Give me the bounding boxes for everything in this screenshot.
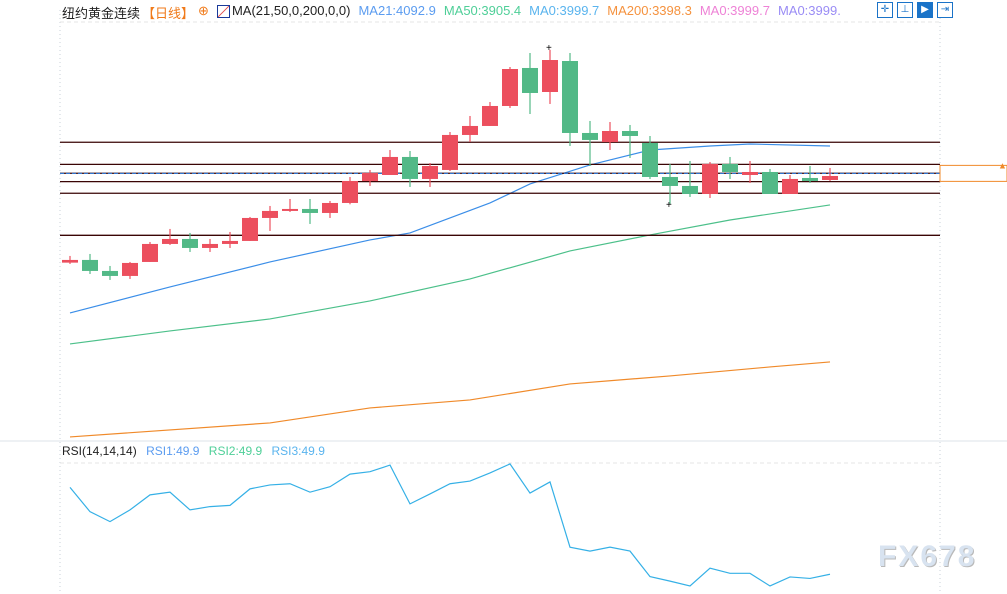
crosshair-icon[interactable]: ✛ bbox=[877, 2, 893, 18]
rsi-legend: RSI(14,14,14) RSI1:49.9 RSI2:49.9 RSI3:4… bbox=[62, 444, 331, 458]
candle-body bbox=[622, 130, 638, 136]
watermark-logo: FX678 bbox=[878, 540, 977, 573]
candle-body bbox=[762, 171, 778, 194]
candle-body bbox=[802, 177, 818, 181]
candle-body bbox=[202, 243, 218, 248]
indicator-icon[interactable] bbox=[216, 5, 230, 18]
candle-body bbox=[702, 163, 718, 194]
candle-body bbox=[222, 240, 238, 244]
ma21-value: MA21:4092.9 bbox=[358, 3, 436, 18]
candle-body bbox=[362, 172, 378, 181]
candle-body bbox=[162, 238, 178, 244]
candle-body bbox=[482, 105, 498, 126]
candle-body bbox=[142, 243, 158, 262]
candle-body bbox=[122, 262, 138, 276]
candle-body bbox=[662, 176, 678, 186]
candle-body bbox=[62, 259, 78, 263]
candle-body bbox=[382, 156, 398, 175]
candle-body bbox=[782, 178, 798, 194]
exit-icon[interactable]: ⇥ bbox=[937, 2, 953, 18]
zoom-range-icon[interactable]: ⊥ bbox=[897, 2, 913, 18]
add-indicator-icon[interactable]: ⊕ bbox=[198, 3, 209, 18]
candle-body bbox=[642, 142, 658, 177]
candle-body bbox=[282, 208, 298, 211]
candle-body bbox=[602, 130, 618, 142]
rsi2-value: RSI2:49.9 bbox=[208, 444, 263, 458]
period-label[interactable]: 【日线】 bbox=[142, 6, 195, 21]
candle-body bbox=[542, 60, 558, 92]
candle-body bbox=[322, 202, 338, 213]
chart-range-icon[interactable]: ▶ bbox=[917, 2, 933, 18]
current-price-box bbox=[939, 164, 1007, 182]
candle-body bbox=[182, 238, 198, 248]
candle-body bbox=[582, 132, 598, 140]
candle-body bbox=[102, 270, 118, 276]
rsi1-value: RSI1:49.9 bbox=[146, 444, 200, 458]
ma0-value-2: MA0:3999.7 bbox=[699, 3, 770, 18]
candle-body bbox=[562, 60, 578, 133]
instrument-title: 纽约黄金连续 bbox=[62, 6, 141, 21]
candle-body bbox=[82, 259, 98, 271]
candle-body bbox=[462, 125, 478, 135]
candle-body bbox=[422, 165, 438, 179]
ma200-line bbox=[69, 361, 831, 438]
rsi-line bbox=[69, 463, 831, 587]
candle-body bbox=[342, 180, 358, 203]
current-price-marker-icon: ▲ bbox=[998, 160, 1007, 170]
candle-body bbox=[742, 171, 758, 175]
main-legend: 纽约黄金连续 【日线】 ⊕ MA(21,50,0,200,0,0) MA21:4… bbox=[62, 3, 849, 22]
rsi-indicator-name: RSI(14,14,14) bbox=[62, 444, 137, 458]
candle-body bbox=[822, 175, 838, 180]
ma0-value-1: MA0:3999.7 bbox=[529, 3, 600, 18]
chart-toolbar: ✛ ⊥ ▶ ⇥ bbox=[877, 2, 953, 18]
ma200-value: MA200:3398.3 bbox=[607, 3, 692, 18]
candle-body bbox=[502, 69, 518, 106]
ma50-value: MA50:3905.4 bbox=[443, 3, 522, 18]
rsi3-value: RSI3:49.9 bbox=[271, 444, 325, 458]
high-marker-icon: + bbox=[546, 43, 552, 54]
low-marker-icon: + bbox=[666, 200, 672, 211]
candle-body bbox=[402, 156, 418, 179]
candle-body bbox=[302, 208, 318, 213]
candle-body bbox=[262, 210, 278, 218]
candle-body bbox=[722, 163, 738, 172]
ma-indicator-name: MA(21,50,0,200,0,0) bbox=[231, 3, 351, 18]
candle-body bbox=[682, 185, 698, 194]
candle-body bbox=[242, 217, 258, 241]
ma50-line bbox=[69, 204, 831, 345]
ma0-value-3: MA0:3999. bbox=[777, 3, 841, 18]
candle-body bbox=[442, 134, 458, 170]
candle-body bbox=[522, 67, 538, 93]
